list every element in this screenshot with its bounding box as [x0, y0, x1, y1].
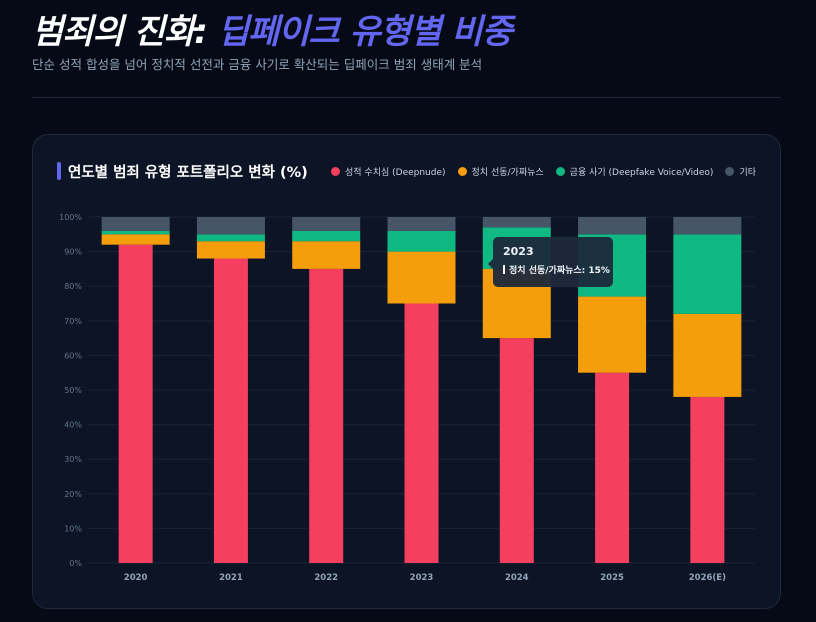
bar-segment[interactable]: [196, 234, 265, 242]
bar-segment[interactable]: [213, 258, 248, 563]
bar-segment[interactable]: [292, 241, 361, 269]
x-tick-label: 2024: [505, 573, 529, 583]
legend-label: 정치 선동/가짜뉴스: [471, 168, 544, 178]
bar-segment[interactable]: [690, 396, 725, 563]
y-tick-label: 10%: [64, 524, 82, 533]
bar-segment[interactable]: [482, 217, 551, 228]
legend-item[interactable]: 기타: [725, 165, 756, 178]
bar-segment[interactable]: [387, 251, 456, 304]
legend-dot: [331, 167, 340, 176]
legend-item[interactable]: 정치 선동/가짜뉴스: [457, 165, 544, 178]
legend-item[interactable]: 성적 수치심 (Deepnude): [331, 165, 446, 178]
tooltip-label: 정치 선동/가짜뉴스: 15%: [509, 266, 610, 276]
tooltip: 2023 정치 선동/가짜뉴스: 15%: [488, 237, 613, 287]
legend: 성적 수치심 (Deepnude) 정치 선동/가짜뉴스 금융 사기 (Deepfa…: [331, 165, 756, 178]
tooltip-title: 2023: [503, 245, 534, 258]
legend-item[interactable]: 금융 사기 (Deepfake Voice/Video): [555, 165, 714, 178]
bar-segment[interactable]: [673, 313, 742, 397]
legend-label: 금융 사기 (Deepfake Voice/Video): [569, 168, 714, 178]
y-tick-label: 70%: [64, 317, 82, 326]
bar-segment[interactable]: [292, 230, 361, 242]
bar-segment[interactable]: [673, 217, 742, 235]
bar-segment[interactable]: [118, 244, 153, 563]
bar-segment[interactable]: [196, 217, 265, 235]
bar-segment[interactable]: [309, 268, 344, 563]
bar-segment[interactable]: [387, 217, 456, 231]
page-title: 범죄의 진화: 딥페이크 유형별 비중: [32, 12, 513, 52]
y-tick-label: 40%: [64, 421, 82, 430]
x-tick-label: 2026(E): [689, 573, 726, 583]
y-tick-label: 60%: [64, 351, 82, 360]
bar-segment[interactable]: [196, 241, 265, 259]
tooltip-swatch: [503, 265, 505, 274]
divider: [32, 97, 781, 98]
legend-label: 기타: [739, 168, 756, 178]
x-tick-label: 2025: [600, 573, 624, 583]
bar-segment[interactable]: [404, 303, 439, 564]
y-tick-label: 90%: [64, 248, 82, 257]
y-tick-label: 80%: [64, 282, 82, 291]
y-tick-label: 100%: [59, 213, 82, 222]
y-tick-label: 50%: [64, 386, 82, 395]
bar-segment[interactable]: [387, 230, 456, 252]
x-tick-label: 2022: [314, 573, 338, 583]
bar-segment[interactable]: [499, 338, 534, 563]
bar-segment[interactable]: [101, 230, 170, 235]
y-tick-label: 20%: [64, 490, 82, 499]
y-tick-label: 30%: [64, 455, 82, 464]
legend-dot: [457, 167, 467, 176]
x-tick-label: 2023: [410, 573, 434, 583]
bar-segment[interactable]: [101, 217, 170, 231]
legend-dot: [725, 167, 735, 176]
bar-segment[interactable]: [101, 234, 170, 245]
x-tick-label: 2020: [124, 573, 148, 583]
bar-segment[interactable]: [673, 234, 742, 314]
chart-title: 연도별 범죄 유형 포트폴리오 변화 (%): [57, 161, 308, 182]
bar-segment[interactable]: [595, 372, 630, 563]
bar-segment[interactable]: [578, 217, 647, 235]
bar-segment[interactable]: [578, 296, 647, 373]
y-tick-label: 0%: [69, 559, 82, 568]
legend-label: 성적 수치심 (Deepnude): [345, 168, 446, 178]
page-subtitle: 단순 성적 합성을 넘어 정치적 선전과 금융 사기로 확산되는 딥페이크 범죄…: [32, 57, 483, 72]
legend-dot: [555, 167, 565, 176]
bar-segment[interactable]: [292, 217, 361, 231]
x-tick-label: 2021: [219, 573, 243, 583]
